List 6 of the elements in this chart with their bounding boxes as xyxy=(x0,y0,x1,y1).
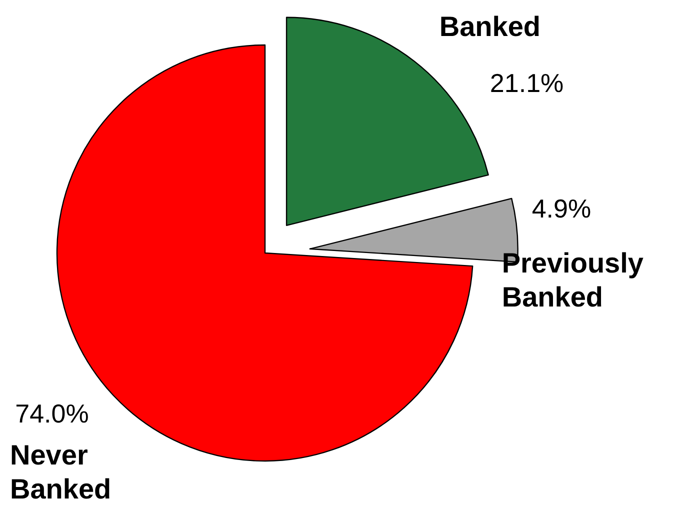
data-label: 21.1% xyxy=(490,68,564,98)
slice-label: Previously Banked xyxy=(502,248,644,313)
data-label: 4.9% xyxy=(532,194,592,224)
data-label: 74.0% xyxy=(15,398,89,428)
slice-label: Never Banked xyxy=(10,440,112,504)
slice-label: Banked xyxy=(439,11,540,42)
